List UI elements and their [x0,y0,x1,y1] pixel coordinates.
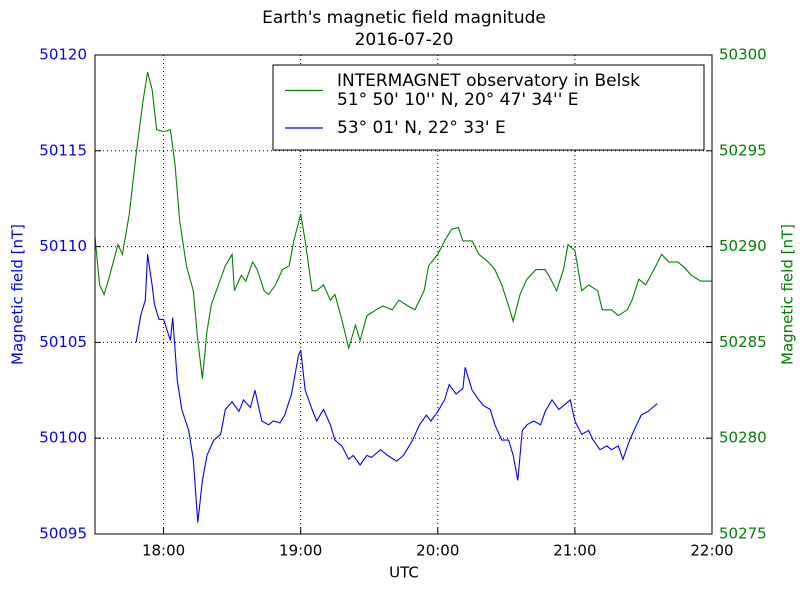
y-tick-label: 50115 [39,141,87,159]
x-tick-label: 18:00 [142,542,185,560]
y2-axis-label: Magnetic field [nT] [779,224,797,365]
legend-label: 51° 50' 10'' N, 20° 47' 34'' E [337,90,579,110]
legend-label: 53° 01' N, 22° 33' E [337,118,506,138]
y2-tick-label: 50275 [719,525,767,543]
y-tick-label: 50095 [39,525,87,543]
y-tick-label: 50100 [39,429,87,447]
x-tick-label: 20:00 [416,542,459,560]
y-tick-label: 50120 [39,46,87,64]
chart-title: Earth's magnetic field magnitude [262,8,546,28]
data-line [94,72,712,379]
x-tick-label: 21:00 [553,542,596,560]
y-tick-label: 50110 [39,237,87,255]
y2-tick-label: 50280 [719,429,767,447]
x-axis-label: UTC [389,564,419,582]
y2-tick-label: 50285 [719,333,767,351]
y2-tick-label: 50300 [719,46,767,64]
x-tick-label: 19:00 [279,542,322,560]
legend-label: INTERMAGNET observatory in Belsk [337,71,640,91]
data-line [135,254,658,523]
legend-box [272,64,705,151]
plot-frame [94,54,713,535]
x-tick-label: 22:00 [690,542,733,560]
y-tick-label: 50105 [39,333,87,351]
y2-tick-label: 50290 [719,237,767,255]
y2-tick-label: 50295 [719,141,767,159]
y-axis-label: Magnetic field [nT] [9,224,27,365]
chart-subtitle: 2016-07-20 [355,30,454,50]
